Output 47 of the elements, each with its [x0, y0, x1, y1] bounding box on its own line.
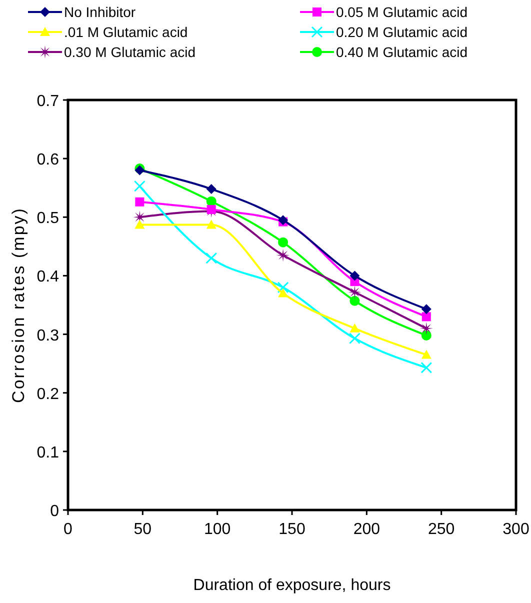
- y-tick-label: 0.1: [36, 444, 60, 462]
- point: [350, 270, 360, 281]
- y-tick-label: 0.3: [36, 327, 60, 344]
- point: [350, 323, 360, 332]
- x-tick-label: 100: [204, 521, 231, 538]
- point: [206, 196, 216, 206]
- x-tick-label: 250: [428, 521, 455, 538]
- point: [421, 330, 432, 340]
- point: [135, 197, 144, 206]
- y-axis-title: Corrosion rates (mpy): [9, 207, 28, 403]
- point: [206, 252, 218, 264]
- y-tick-label: 0.6: [36, 152, 60, 169]
- legend-label: 0.30 M Glutamic acid: [64, 44, 196, 60]
- point: [420, 322, 433, 335]
- point: [277, 282, 289, 294]
- point: [276, 248, 290, 262]
- legend-label: 0.40 M Glutamic acid: [336, 44, 468, 60]
- point: [278, 288, 288, 298]
- y-tick-label: 0.4: [36, 268, 60, 286]
- y-tick-label: 0.5: [36, 210, 60, 228]
- point: [350, 296, 360, 306]
- point: [134, 180, 146, 192]
- point: [206, 184, 216, 194]
- y-tick-label: 0.2: [36, 386, 60, 403]
- legend-label: No Inhibitor: [64, 4, 136, 20]
- x-tick-label: 0: [64, 521, 73, 538]
- x-tick-label: 200: [353, 521, 380, 538]
- point: [278, 237, 288, 248]
- point: [422, 312, 431, 322]
- x-tick-label: 150: [278, 521, 306, 538]
- x-tick-label: 300: [502, 521, 530, 538]
- point: [420, 362, 432, 374]
- y-tick-label: 0.7: [36, 93, 60, 110]
- point: [421, 350, 432, 359]
- point: [133, 210, 146, 224]
- x-tick-label: 50: [134, 521, 152, 538]
- point: [348, 332, 360, 344]
- point: [134, 220, 145, 229]
- legend-label: 0.05 M Glutamic acid: [336, 4, 468, 20]
- legend-label: .01 M Glutamic acid: [64, 24, 188, 40]
- y-tick-label: 0: [50, 503, 60, 520]
- point: [206, 220, 216, 229]
- point: [348, 286, 362, 299]
- point: [206, 205, 216, 214]
- x-axis-title: Duration of exposure, hours: [193, 577, 391, 594]
- legend-label: 0.20 M Glutamic acid: [336, 24, 468, 40]
- point: [421, 304, 432, 314]
